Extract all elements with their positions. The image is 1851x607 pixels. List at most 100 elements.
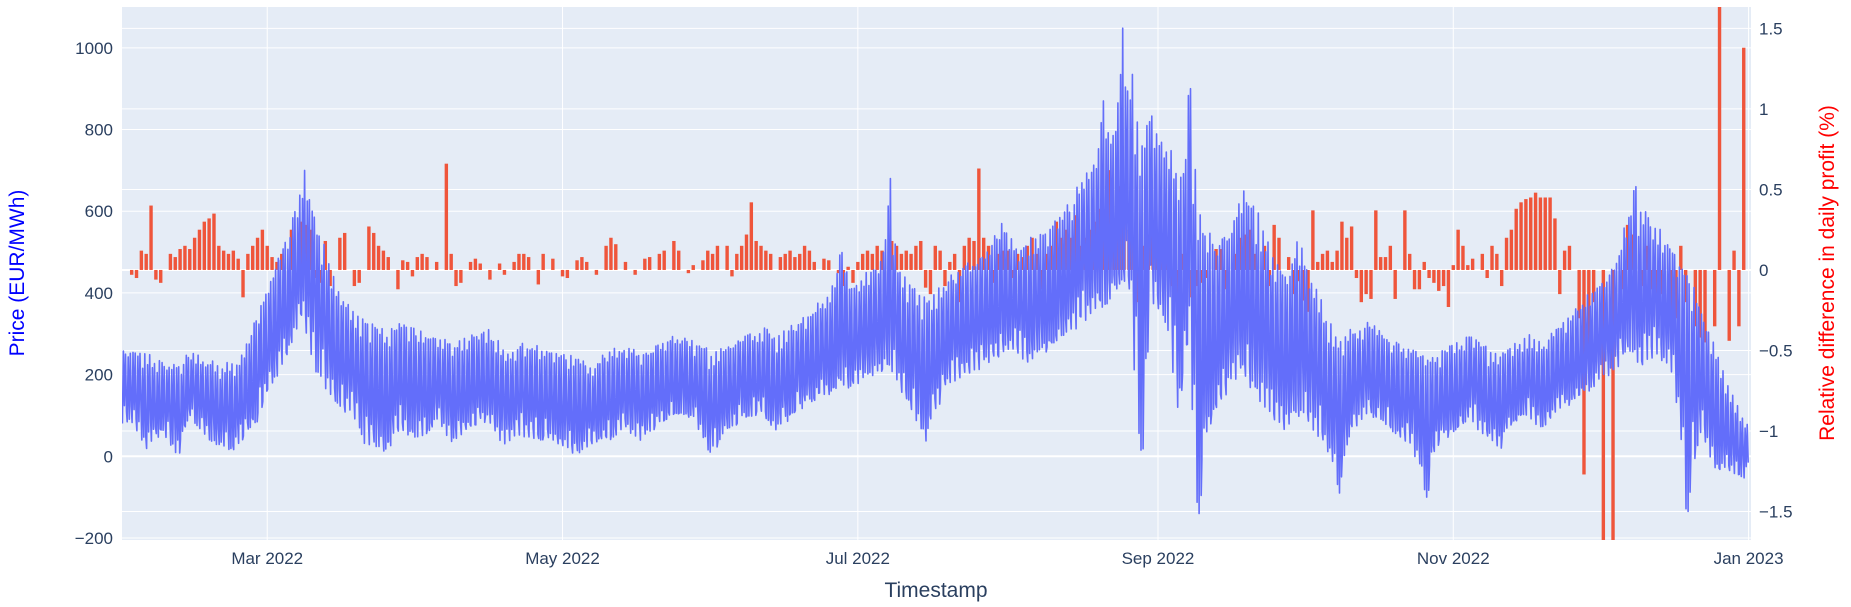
profit-bar[interactable] [1693, 269, 1698, 327]
profit-bar[interactable] [1727, 269, 1731, 341]
profit-bar[interactable] [1519, 202, 1523, 270]
profit-bar[interactable] [1335, 250, 1339, 270]
profit-bar[interactable] [202, 221, 206, 270]
profit-bar[interactable] [1504, 237, 1509, 270]
profit-bar[interactable] [1732, 250, 1736, 270]
profit-bar[interactable] [1577, 269, 1581, 319]
profit-bar[interactable] [1591, 269, 1596, 303]
profit-bar[interactable] [1611, 269, 1615, 550]
profit-bar[interactable] [1514, 208, 1518, 270]
profit-bar[interactable] [231, 250, 236, 270]
profit-bar[interactable] [609, 237, 613, 270]
profit-bar[interactable] [788, 250, 792, 270]
profit-bar[interactable] [1587, 269, 1591, 359]
profit-bar[interactable] [1625, 224, 1630, 270]
profit-bar[interactable] [289, 229, 294, 270]
profit-bar[interactable] [1490, 245, 1494, 270]
profit-bar[interactable] [1059, 237, 1063, 270]
profit-bar[interactable] [870, 253, 875, 270]
profit-bar[interactable] [1538, 197, 1543, 270]
profit-bar[interactable] [236, 258, 240, 270]
profit-bar[interactable] [1364, 269, 1368, 295]
profit-bar[interactable] [890, 240, 894, 270]
profit-bar[interactable] [846, 266, 850, 270]
profit-bar[interactable] [1470, 258, 1475, 270]
profit-bar[interactable] [1253, 253, 1257, 270]
profit-bar[interactable] [1451, 265, 1455, 270]
profit-bar[interactable] [647, 257, 652, 270]
profit-bar[interactable] [749, 202, 754, 270]
profit-bar[interactable] [899, 253, 904, 270]
profit-bar[interactable] [875, 245, 879, 270]
profit-bar[interactable] [957, 269, 962, 303]
profit-bar[interactable] [1712, 269, 1717, 327]
profit-bar[interactable] [594, 269, 599, 275]
profit-bar[interactable] [376, 245, 381, 270]
profit-bar[interactable] [1064, 229, 1068, 270]
profit-bar[interactable] [1291, 269, 1296, 295]
profit-bar[interactable] [1325, 250, 1330, 270]
profit-bar[interactable] [1214, 249, 1218, 270]
profit-bar[interactable] [541, 253, 545, 270]
profit-bar[interactable] [1427, 269, 1431, 279]
profit-bar[interactable] [1316, 261, 1320, 270]
profit-bar[interactable] [909, 253, 913, 270]
profit-bar[interactable] [401, 260, 405, 270]
plot-area[interactable] [122, 7, 1751, 540]
profit-bar[interactable] [1180, 253, 1184, 270]
profit-bar[interactable] [323, 240, 328, 270]
profit-bar[interactable] [1243, 234, 1247, 270]
profit-bar[interactable] [1717, 1, 1722, 270]
profit-bar[interactable] [585, 261, 589, 270]
profit-bar[interactable] [1529, 197, 1533, 270]
profit-bar[interactable] [468, 261, 473, 270]
profit-bar[interactable] [1558, 269, 1562, 295]
profit-bar[interactable] [575, 260, 579, 270]
profit-bar[interactable] [522, 253, 526, 270]
profit-bar[interactable] [1461, 245, 1465, 270]
profit-bar[interactable] [948, 261, 952, 270]
profit-bar[interactable] [241, 269, 245, 298]
profit-bar[interactable] [1224, 269, 1228, 290]
profit-bar[interactable] [1422, 261, 1426, 270]
profit-bar[interactable] [633, 269, 637, 275]
profit-bar[interactable] [478, 263, 482, 270]
profit-bar[interactable] [275, 261, 279, 270]
profit-bar[interactable] [178, 249, 182, 270]
profit-bar[interactable] [197, 229, 202, 270]
profit-bar[interactable] [1020, 257, 1025, 270]
profit-bar[interactable] [173, 257, 177, 270]
profit-bar[interactable] [1248, 229, 1252, 270]
profit-bar[interactable] [1524, 199, 1528, 270]
profit-bar[interactable] [449, 253, 453, 270]
profit-bar[interactable] [473, 258, 478, 270]
profit-bar[interactable] [217, 245, 221, 270]
profit-bar[interactable] [841, 269, 846, 287]
profit-bar[interactable] [1601, 269, 1606, 550]
profit-bar[interactable] [318, 269, 323, 283]
profit-bar[interactable] [1742, 47, 1746, 270]
profit-bar[interactable] [677, 250, 681, 270]
profit-bar[interactable] [260, 229, 265, 270]
profit-bar[interactable] [1567, 245, 1572, 270]
profit-bar[interactable] [1040, 269, 1044, 290]
profit-bar[interactable] [1674, 269, 1678, 319]
profit-bar[interactable] [560, 269, 565, 277]
profit-bar[interactable] [139, 250, 144, 270]
profit-bar[interactable] [425, 257, 429, 270]
profit-bar[interactable] [1006, 250, 1010, 270]
profit-bar[interactable] [662, 250, 666, 270]
profit-bar[interactable] [919, 240, 923, 270]
profit-bar[interactable] [904, 250, 908, 270]
profit-bar[interactable] [1645, 245, 1649, 270]
profit-bar[interactable] [221, 250, 226, 270]
profit-bar[interactable] [328, 269, 332, 287]
profit-bar[interactable] [701, 260, 705, 270]
profit-bar[interactable] [643, 258, 647, 270]
profit-bar[interactable] [1078, 245, 1083, 270]
profit-bar[interactable] [1533, 192, 1538, 270]
profit-bar[interactable] [381, 250, 386, 270]
profit-bar[interactable] [856, 261, 860, 270]
profit-bar[interactable] [405, 261, 410, 270]
profit-bar[interactable] [1432, 269, 1436, 283]
